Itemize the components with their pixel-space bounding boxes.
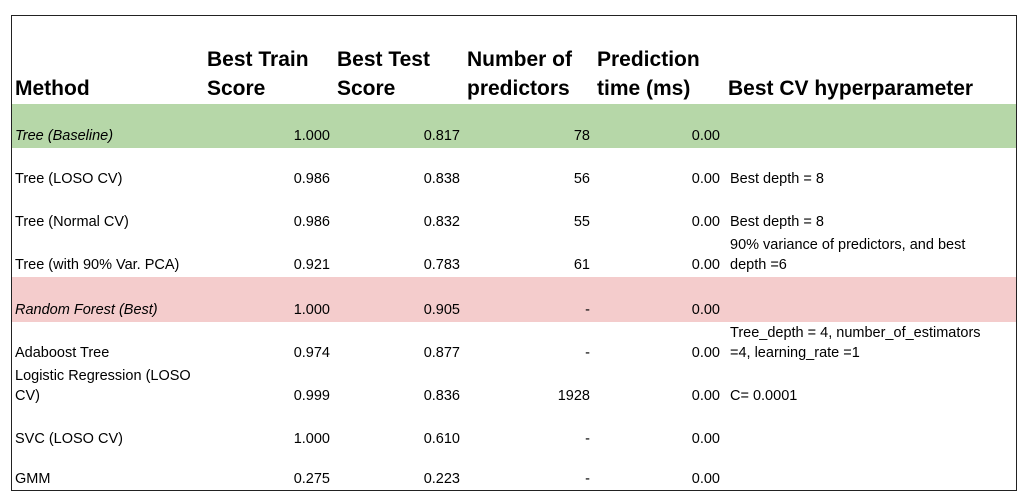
time-cell: 0.00 [691,171,720,187]
test-score-cell: 0.838 [423,171,460,187]
time-cell: 0.00 [691,128,720,144]
header-best-train-score: Best Train Score [207,45,332,103]
header-number-of-predictors: Number of predictors [467,45,592,103]
header-line: Score [207,77,266,100]
test-score-cell: 0.817 [423,128,460,144]
predictors-cell: 55 [573,214,590,230]
predictors-cell: - [585,431,590,447]
train-score-cell: 0.974 [293,345,330,361]
hyperparameter-cell: 90% variance of predictors, and best dep… [730,235,1016,275]
hyperparameter-cell: Best depth = 8 [730,171,824,187]
header-best-cv-hyperparameter: Best CV hyperparameter [728,77,974,100]
header-line: Score [337,77,396,100]
hyperparameter-line: 90% variance of predictors, and best [730,237,966,253]
table-row-tree-normal-cv: Tree (Normal CV) 0.986 0.832 55 0.00 Bes… [12,191,1016,234]
train-score-cell: 0.999 [293,388,330,404]
results-table: Method Best Train Score Best Test Score … [11,15,1017,491]
hyperparameter-line: depth =6 [730,257,787,273]
train-score-cell: 1.000 [293,128,330,144]
header-line: predictors [467,77,570,100]
method-cell: Tree (with 90% Var. PCA) [15,257,180,273]
header-best-test-score: Best Test Score [337,45,462,103]
predictors-cell: - [585,302,590,318]
test-score-cell: 0.610 [423,431,460,447]
method-cell: Logistic Regression (LOSO CV) [15,366,203,406]
method-cell: SVC (LOSO CV) [15,431,123,447]
train-score-cell: 1.000 [293,431,330,447]
train-score-cell: 0.921 [293,257,330,273]
hyperparameter-cell: Tree_depth = 4, number_of_estimators =4,… [730,323,1016,363]
header-line: Number of [467,48,572,71]
header-prediction-time: Prediction time (ms) [597,45,722,103]
header-line: time (ms) [597,77,691,100]
predictors-cell: 1928 [557,388,590,404]
header-line: Best Train [207,48,309,71]
hyperparameter-line: =4, learning_rate =1 [730,345,860,361]
train-score-cell: 0.986 [293,171,330,187]
test-score-cell: 0.877 [423,345,460,361]
table-row-tree-baseline: Tree (Baseline) 1.000 0.817 78 0.00 [12,104,1016,148]
predictors-cell: 56 [573,171,590,187]
predictors-cell: - [585,471,590,487]
table-row-gmm: GMM 0.275 0.223 - 0.00 [12,451,1016,490]
time-cell: 0.00 [691,431,720,447]
method-line: CV) [15,388,40,404]
hyperparameter-cell: C= 0.0001 [730,388,798,404]
table-row-logistic-regression: Logistic Regression (LOSO CV) 0.999 0.83… [12,365,1016,408]
test-score-cell: 0.223 [423,471,460,487]
predictors-cell: 78 [573,128,590,144]
test-score-cell: 0.832 [423,214,460,230]
time-cell: 0.00 [691,471,720,487]
header-method: Method [15,77,90,100]
predictors-cell: - [585,345,590,361]
method-cell: Tree (LOSO CV) [15,171,123,187]
hyperparameter-cell: Best depth = 8 [730,214,824,230]
header-line: Prediction [597,48,700,71]
method-cell: Tree (Baseline) [15,128,114,144]
table-row-adaboost: Adaboost Tree 0.974 0.877 - 0.00 Tree_de… [12,322,1016,365]
method-cell: Tree (Normal CV) [15,214,129,230]
test-score-cell: 0.836 [423,388,460,404]
test-score-cell: 0.905 [423,302,460,318]
header-line: Best Test [337,48,430,71]
header-row: Method Best Train Score Best Test Score … [12,16,1016,104]
time-cell: 0.00 [691,345,720,361]
table-row-svc: SVC (LOSO CV) 1.000 0.610 - 0.00 [12,408,1016,451]
table-row-random-forest: Random Forest (Best) 1.000 0.905 - 0.00 [12,277,1016,322]
method-cell: Random Forest (Best) [15,302,158,318]
time-cell: 0.00 [691,388,720,404]
train-score-cell: 1.000 [293,302,330,318]
table-row-tree-loso-cv: Tree (LOSO CV) 0.986 0.838 56 0.00 Best … [12,148,1016,191]
train-score-cell: 0.986 [293,214,330,230]
method-line: Logistic Regression (LOSO [15,368,191,384]
predictors-cell: 61 [573,257,590,273]
test-score-cell: 0.783 [423,257,460,273]
table-row-tree-pca: Tree (with 90% Var. PCA) 0.921 0.783 61 … [12,234,1016,277]
method-cell: Adaboost Tree [15,345,110,361]
hyperparameter-line: Tree_depth = 4, number_of_estimators [730,325,981,341]
train-score-cell: 0.275 [293,471,330,487]
time-cell: 0.00 [691,214,720,230]
time-cell: 0.00 [691,257,720,273]
method-cell: GMM [15,471,51,487]
time-cell: 0.00 [691,302,720,318]
